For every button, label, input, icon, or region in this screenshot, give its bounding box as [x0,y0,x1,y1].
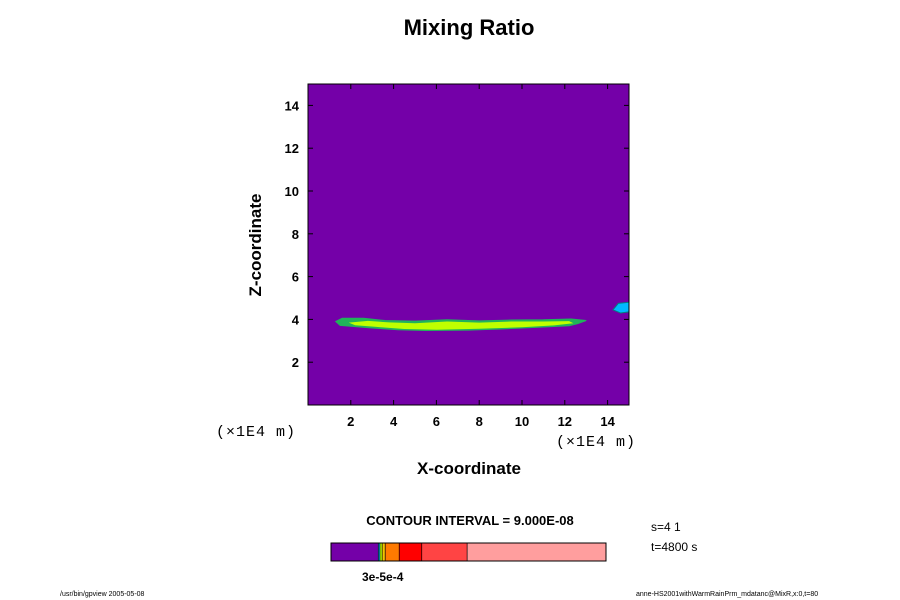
plot-frame [307,83,630,406]
y-tick-label: 12 [285,141,299,156]
cloud-band-fill [348,320,574,330]
y-tick-label: 4 [292,312,300,327]
x-axis-unit: (×1E4 m) [556,434,637,451]
y-tick-label: 14 [285,98,300,113]
x-tick-label: 2 [347,414,354,429]
colorbar-frame [330,542,607,562]
plot-background [308,84,629,405]
footer-right: anne-HS2001withWarmRainPrm_mdatanc@MixR,… [636,591,819,598]
x-tick-label: 12 [558,414,572,429]
x-tick-label: 4 [390,414,398,429]
time-readout: t=4800 s [651,540,698,554]
chart-title: Mixing Ratio [403,15,535,40]
colorbar-segment [385,543,400,561]
y-axis-label: Z-coordinate [246,193,265,297]
x-tick-label: 14 [600,414,615,429]
colorbar-segment [379,543,383,561]
colorbar-segment [378,543,380,561]
colorbar-segment [399,543,422,561]
y-tick-label: 6 [292,270,299,285]
x-tick-label: 8 [476,414,483,429]
colorbar-segment [421,543,468,561]
y-axis-unit: (×1E4 m) [216,424,297,441]
contour-interval: CONTOUR INTERVAL = 9.000E-08 [366,513,574,528]
step-readout: s=4 1 [651,520,681,534]
x-axis-label: X-coordinate [417,459,521,478]
colorbar-segment [467,543,606,561]
footer-left: /usr/bin/gpview 2005-05-08 [60,591,145,598]
colorbar-label: 3e-5e-4 [362,570,404,584]
y-tick-label: 8 [292,227,299,242]
y-tick-label: 2 [292,355,299,370]
y-tick-label: 10 [285,184,299,199]
x-tick-label: 10 [515,414,529,429]
x-tick-label: 6 [433,414,440,429]
colorbar-segment [382,543,386,561]
colorbar-segment [331,543,379,561]
